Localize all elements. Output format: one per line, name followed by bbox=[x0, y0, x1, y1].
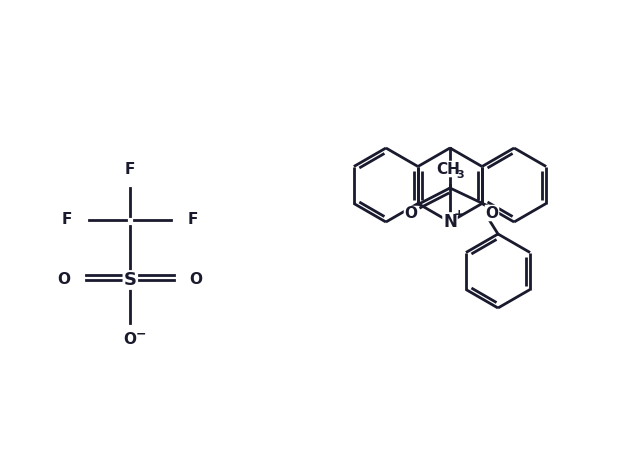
Text: O: O bbox=[486, 205, 499, 220]
Text: −: − bbox=[136, 328, 147, 340]
Text: F: F bbox=[125, 163, 135, 178]
Text: S: S bbox=[124, 271, 136, 289]
Text: O: O bbox=[189, 273, 202, 288]
Text: N: N bbox=[443, 213, 457, 231]
Text: F: F bbox=[62, 212, 72, 227]
Text: F: F bbox=[188, 212, 198, 227]
Text: O: O bbox=[124, 331, 136, 346]
Text: 3: 3 bbox=[456, 170, 464, 180]
Text: O: O bbox=[58, 273, 70, 288]
Text: O: O bbox=[404, 206, 417, 221]
Text: +: + bbox=[454, 209, 464, 221]
Text: CH: CH bbox=[436, 162, 460, 177]
